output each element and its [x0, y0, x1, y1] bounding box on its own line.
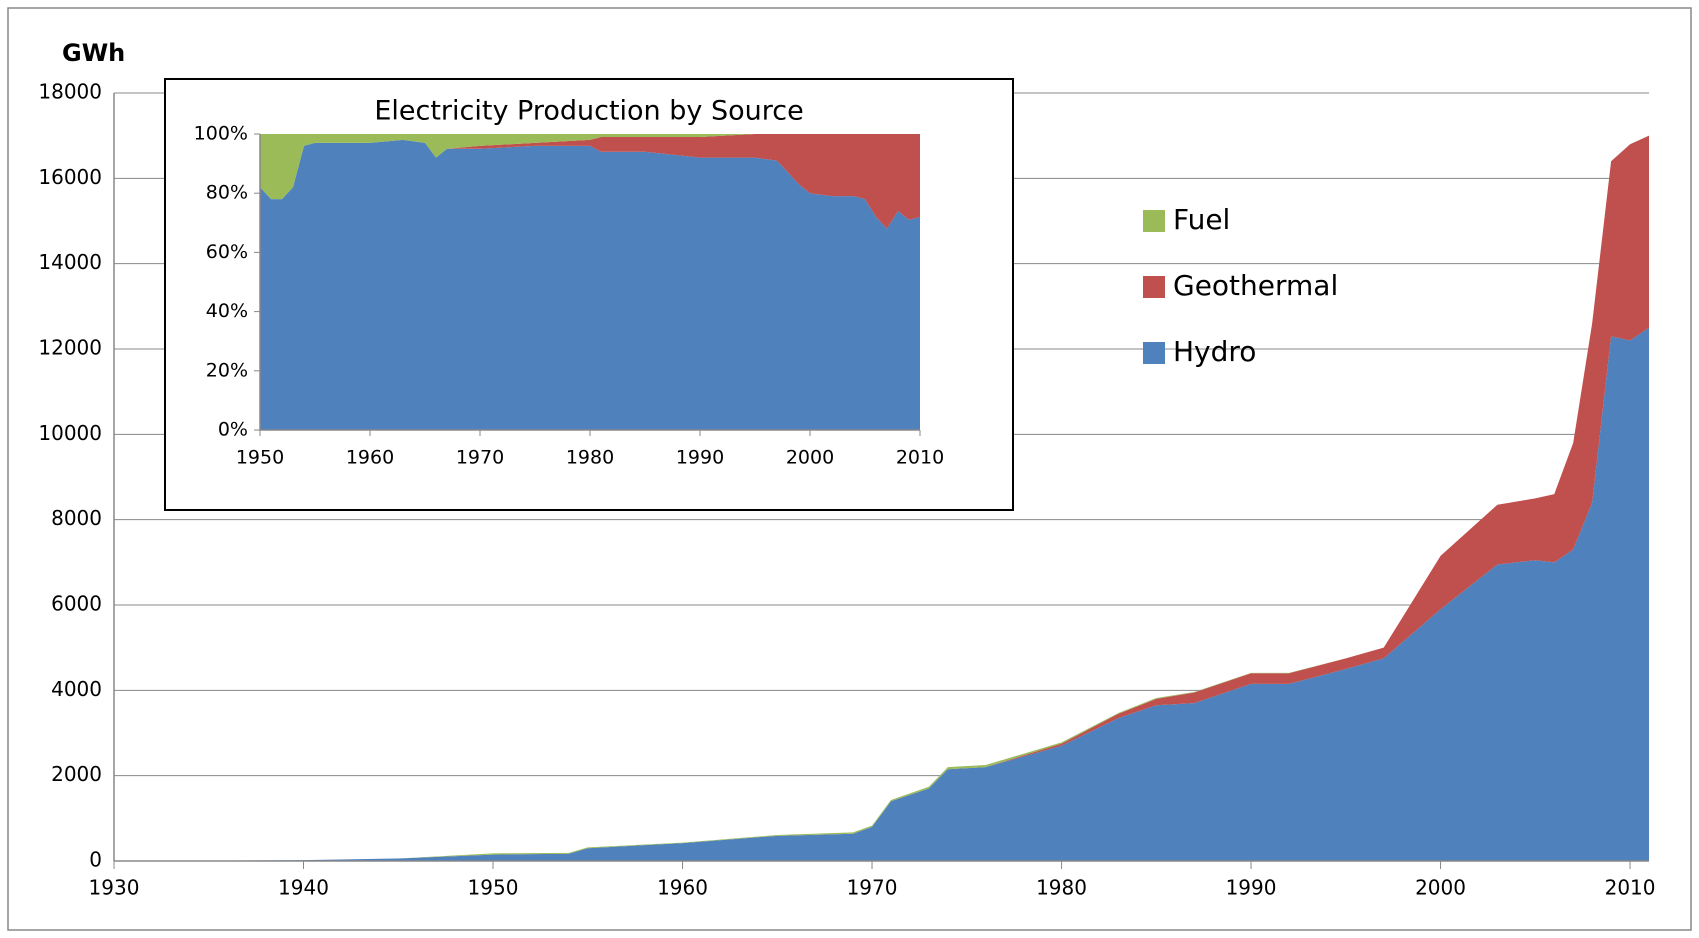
x-tick-label: 1990 — [676, 447, 724, 469]
area — [260, 134, 920, 229]
x-tick-label: 1980 — [1036, 876, 1087, 900]
x-tick-label: 1990 — [1226, 876, 1277, 900]
area — [114, 135, 1649, 861]
legend-swatch — [1143, 342, 1165, 364]
y-tick-label: 0% — [218, 419, 248, 441]
area — [260, 139, 920, 431]
y-tick-label: 100% — [194, 123, 248, 145]
chart-title: Electricity Production by Source — [374, 96, 803, 127]
y-tick-label: 14000 — [38, 250, 102, 274]
y-tick-label: 2000 — [51, 762, 102, 786]
legend-swatch — [1143, 276, 1165, 298]
area — [260, 134, 920, 200]
y-tick-label: 20% — [206, 359, 248, 381]
x-tick-label: 1970 — [456, 447, 504, 469]
legend-label: Fuel — [1173, 203, 1230, 236]
x-tick-label: 1940 — [278, 876, 329, 900]
y-axis-label: GWh — [62, 39, 125, 67]
x-tick-label: 1980 — [566, 447, 614, 469]
x-tick-label: 2010 — [1605, 876, 1656, 900]
x-tick-label: 1960 — [346, 447, 394, 469]
legend-label: Hydro — [1173, 335, 1256, 368]
y-tick-label: 4000 — [51, 677, 102, 701]
x-tick-label: 1960 — [657, 876, 708, 900]
x-tick-label: 1930 — [89, 876, 140, 900]
x-tick-label: 1950 — [236, 447, 284, 469]
x-tick-label: 2010 — [896, 447, 944, 469]
y-tick-label: 18000 — [38, 80, 102, 104]
y-tick-label: 6000 — [51, 592, 102, 616]
y-tick-label: 40% — [206, 300, 248, 322]
x-tick-label: 1970 — [847, 876, 898, 900]
y-tick-label: 80% — [206, 182, 248, 204]
y-tick-label: 60% — [206, 241, 248, 263]
legend-swatch — [1143, 210, 1165, 232]
legend-label: Geothermal — [1173, 269, 1338, 302]
y-tick-label: 12000 — [38, 336, 102, 360]
area — [114, 327, 1649, 862]
y-tick-label: 0 — [89, 848, 102, 872]
y-tick-label: 16000 — [38, 165, 102, 189]
x-tick-label: 2000 — [1415, 876, 1466, 900]
x-tick-label: 2000 — [786, 447, 834, 469]
y-tick-label: 10000 — [38, 421, 102, 445]
y-tick-label: 8000 — [51, 506, 102, 530]
x-tick-label: 1950 — [468, 876, 519, 900]
